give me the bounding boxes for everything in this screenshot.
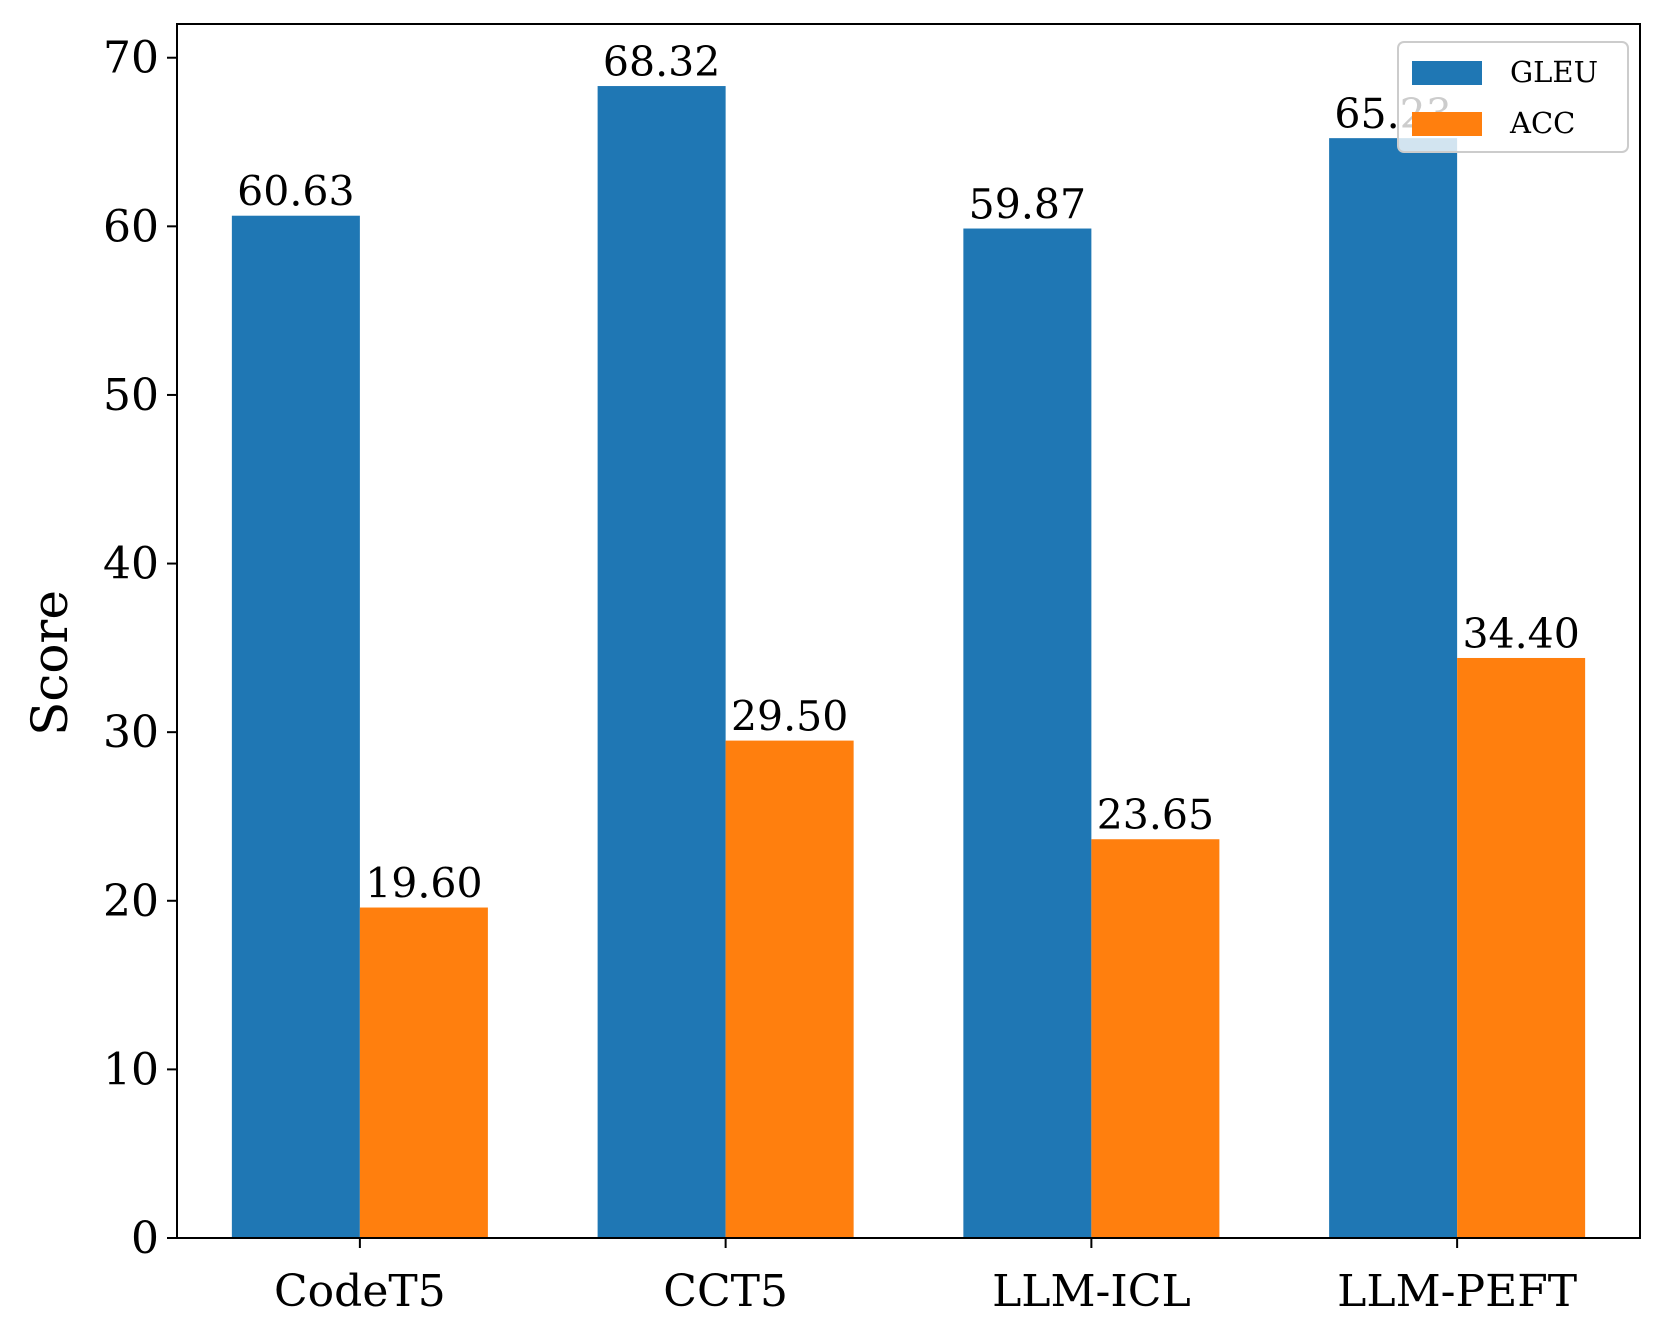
x-tick-label-llm-icl: LLM-ICL [992, 1266, 1191, 1317]
data-label-gleu-codet5: 60.63 [237, 168, 354, 216]
data-label-gleu-llm-icl: 59.87 [969, 181, 1086, 229]
x-tick-label-cct5: CCT5 [663, 1266, 788, 1317]
y-tick-label-60: 60 [103, 201, 159, 252]
y-tick-label-50: 50 [103, 370, 159, 421]
data-label-acc-llm-peft: 34.40 [1462, 610, 1579, 658]
data-label-acc-llm-icl: 23.65 [1097, 791, 1214, 839]
y-tick-label-30: 30 [103, 707, 159, 758]
bar-acc-codet5 [359, 907, 488, 1238]
data-label-acc-cct5: 29.50 [731, 693, 848, 741]
y-axis-label: Score [21, 590, 79, 736]
data-label-acc-codet5: 19.60 [365, 860, 482, 908]
x-tick-label-llm-peft: LLM-PEFT [1337, 1266, 1577, 1317]
bars-layer [231, 86, 1586, 1239]
y-tick-label-70: 70 [103, 33, 159, 84]
y-tick-label-20: 20 [103, 876, 159, 927]
legend-swatch-acc [1412, 112, 1482, 136]
y-tick-label-0: 0 [131, 1213, 159, 1264]
bar-gleu-cct5 [597, 86, 726, 1239]
plot-frame [176, 23, 1641, 1239]
y-tick-label-10: 10 [103, 1044, 159, 1095]
x-tick-label-codet5: CodeT5 [274, 1266, 446, 1317]
legend-label-gleu: GLEU [1510, 55, 1598, 89]
y-tick-label-40: 40 [103, 539, 159, 590]
bar-acc-llm-peft [1457, 657, 1586, 1238]
bar-acc-llm-icl [1091, 839, 1220, 1238]
bar-gleu-llm-peft [1329, 138, 1458, 1239]
legend-swatch-gleu [1412, 61, 1482, 85]
bar-gleu-llm-icl [963, 228, 1092, 1239]
bar-acc-cct5 [725, 740, 854, 1238]
axes-layer: CodeT5 CCT5 LLM-ICL LLM-PEFT 0 10 20 30 40 50 60 70 [103, 23, 1641, 1317]
legend-label-acc: ACC [1509, 106, 1575, 140]
bar-gleu-codet5 [231, 215, 360, 1239]
data-label-gleu-cct5: 68.32 [603, 38, 720, 86]
legend: GLEU ACC [1397, 41, 1629, 153]
